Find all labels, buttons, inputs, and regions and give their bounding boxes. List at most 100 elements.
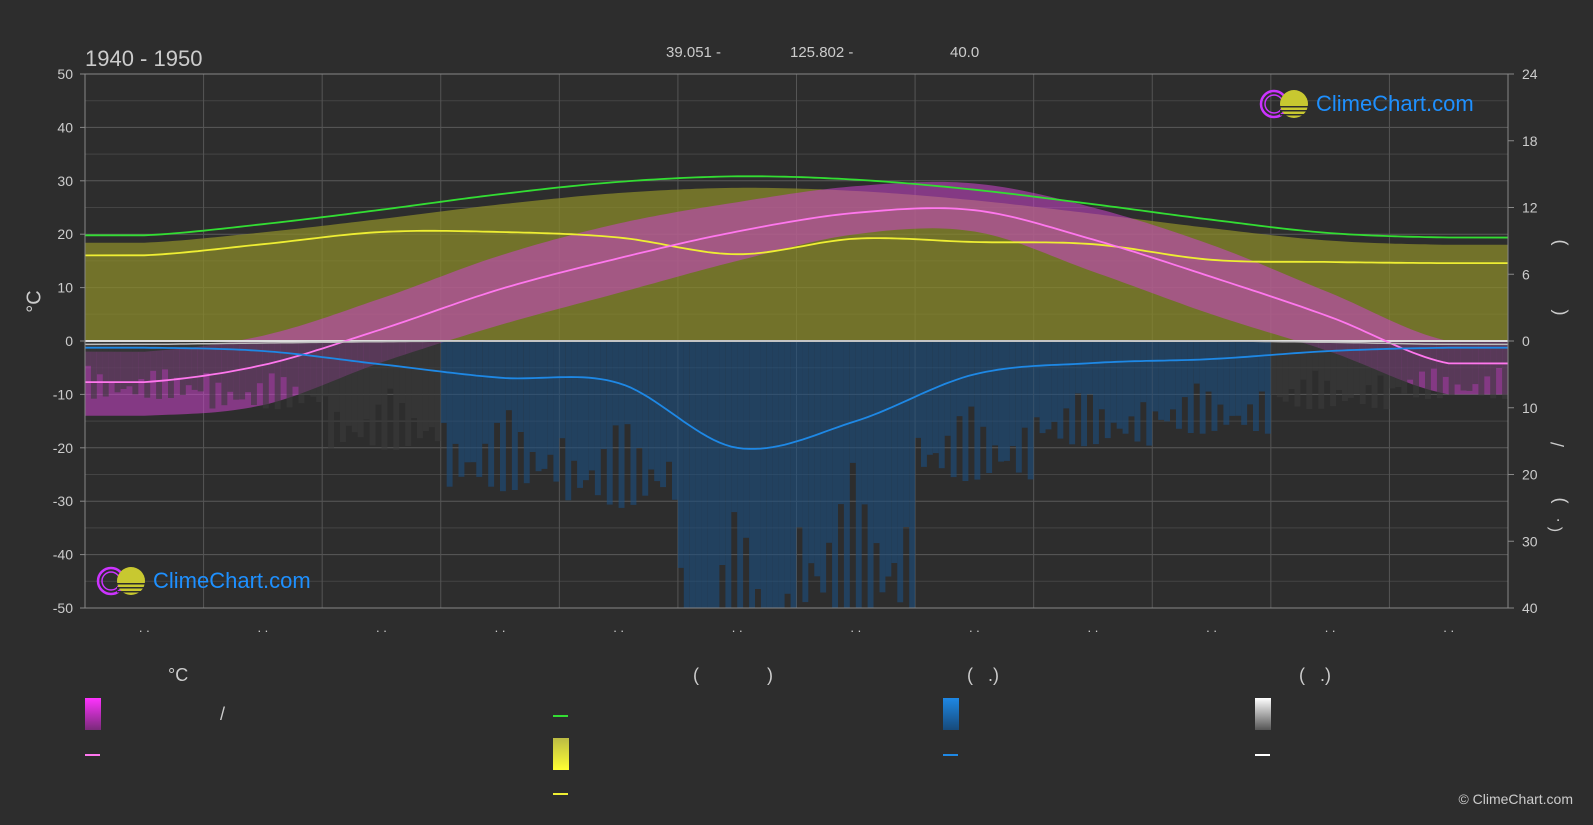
rain-bar (1264, 341, 1271, 434)
rain-bar (393, 341, 400, 450)
rain-bar (1490, 341, 1497, 399)
plot-frame (84, 73, 1509, 609)
rain-bar (322, 341, 329, 397)
right-axis-label-top-a: ) (1548, 239, 1569, 246)
daylight-line (84, 175, 1509, 239)
rain-bar (1039, 341, 1046, 434)
temperature-mean-line (84, 207, 1509, 384)
data-bands (85, 181, 1508, 608)
rain-bar (405, 341, 412, 446)
rain-bar (1146, 341, 1153, 446)
rain-bar (1496, 341, 1502, 368)
rain-bar (559, 341, 566, 439)
rain-bar (648, 341, 655, 470)
rain-bar (1389, 341, 1396, 389)
month-label: . . (969, 620, 980, 635)
logo-text: ClimeChart.com (153, 568, 311, 593)
rain-bar (1098, 341, 1105, 410)
logo-bottom-left[interactable]: ClimeChart.com (95, 565, 311, 597)
logo-top-right[interactable]: ClimeChart.com (1258, 88, 1474, 120)
rain-bar (666, 341, 672, 462)
month-label: . . (613, 620, 624, 635)
left-tick-label: 20 (57, 226, 73, 242)
rain-bar (998, 341, 1004, 462)
rain-bar (1466, 341, 1473, 391)
rain-bar (1199, 341, 1206, 434)
rain-bar (1241, 341, 1248, 425)
rain-bar (1448, 341, 1455, 396)
rain-bar (1033, 341, 1040, 418)
rain-bar (162, 341, 168, 370)
rain-bar (345, 341, 352, 426)
rain-bar (1401, 341, 1408, 394)
temperature-band (85, 181, 1508, 416)
rain-bar (144, 341, 151, 398)
axis-ticks: 50 40 30 20 10 0 -10 -20 -30 -40 -50 24 18 12 6 0 10 20 30… (53, 66, 1538, 635)
right-axis-label-top-b: ( (1548, 309, 1569, 316)
data-lines (84, 175, 1509, 450)
rain-bar (677, 341, 684, 568)
rain-bar (986, 341, 993, 473)
rain-bar (1306, 341, 1313, 409)
rain-bar (1353, 341, 1360, 394)
rain-bar (96, 341, 103, 375)
right-tick-label-hours: 24 (1522, 66, 1538, 82)
right-axis-label-bottom-a: / (1548, 441, 1569, 448)
rain-bar (1247, 341, 1253, 405)
left-tick-label: -20 (53, 440, 73, 456)
rain-bar (1276, 341, 1283, 398)
copyright[interactable]: © ClimeChart.com (1458, 791, 1573, 807)
rain-bar (458, 341, 465, 477)
rain-bar (517, 341, 524, 432)
right-tick-label-hours: 0 (1522, 333, 1530, 349)
rain-bar (1383, 341, 1390, 410)
rain-bar (1193, 341, 1200, 384)
rain-bar (1069, 341, 1076, 445)
rain-bar (523, 341, 530, 484)
rain-bar (1259, 341, 1265, 392)
rain-bar (589, 341, 595, 471)
month-label: . . (495, 620, 506, 635)
right-tick-label-hours: 6 (1522, 266, 1530, 282)
rain-bar (245, 341, 251, 393)
rain-bar (1484, 341, 1491, 377)
rain-bar (334, 341, 340, 412)
rain-bar (102, 341, 109, 397)
rain-bar (897, 341, 904, 603)
rain-bar (470, 341, 477, 463)
rain-bar (446, 341, 453, 487)
rain-bar (802, 341, 809, 603)
rain-bar (672, 341, 678, 500)
rain-bar (826, 341, 832, 543)
rain-bar (1075, 341, 1082, 394)
rain-bar (1205, 341, 1212, 392)
rain-bar (624, 341, 631, 425)
right-tick-label-mm: 20 (1522, 467, 1538, 483)
rain-bar (292, 341, 299, 387)
rain-bar (1093, 341, 1099, 445)
rain-bar (399, 341, 406, 403)
legend-swatch-rain-mean (943, 754, 958, 756)
rain-bar (1164, 341, 1170, 422)
rain-bar (814, 341, 821, 577)
rain-bar (707, 341, 714, 608)
rain-bar (1413, 341, 1419, 398)
rain-bar (1027, 341, 1034, 480)
rain-bar (452, 341, 459, 444)
rain-bar (251, 341, 257, 405)
rain-bar (150, 341, 157, 371)
rain-bar (903, 341, 910, 527)
rain-bar (766, 341, 773, 608)
rain-bar (1294, 341, 1301, 407)
rain-bar (832, 341, 838, 608)
left-axis-unit: °C (23, 290, 46, 313)
rain-bar (1359, 341, 1366, 404)
month-label: . . (1088, 620, 1099, 635)
legend-rain-header: ( .) (967, 665, 999, 685)
rain-bar (1063, 341, 1070, 409)
rain-bar (1116, 341, 1123, 429)
logo-text: ClimeChart.com (1316, 91, 1474, 116)
rain-bar (1176, 341, 1182, 429)
rain-bar (1181, 341, 1188, 398)
rain-bar (108, 341, 115, 383)
